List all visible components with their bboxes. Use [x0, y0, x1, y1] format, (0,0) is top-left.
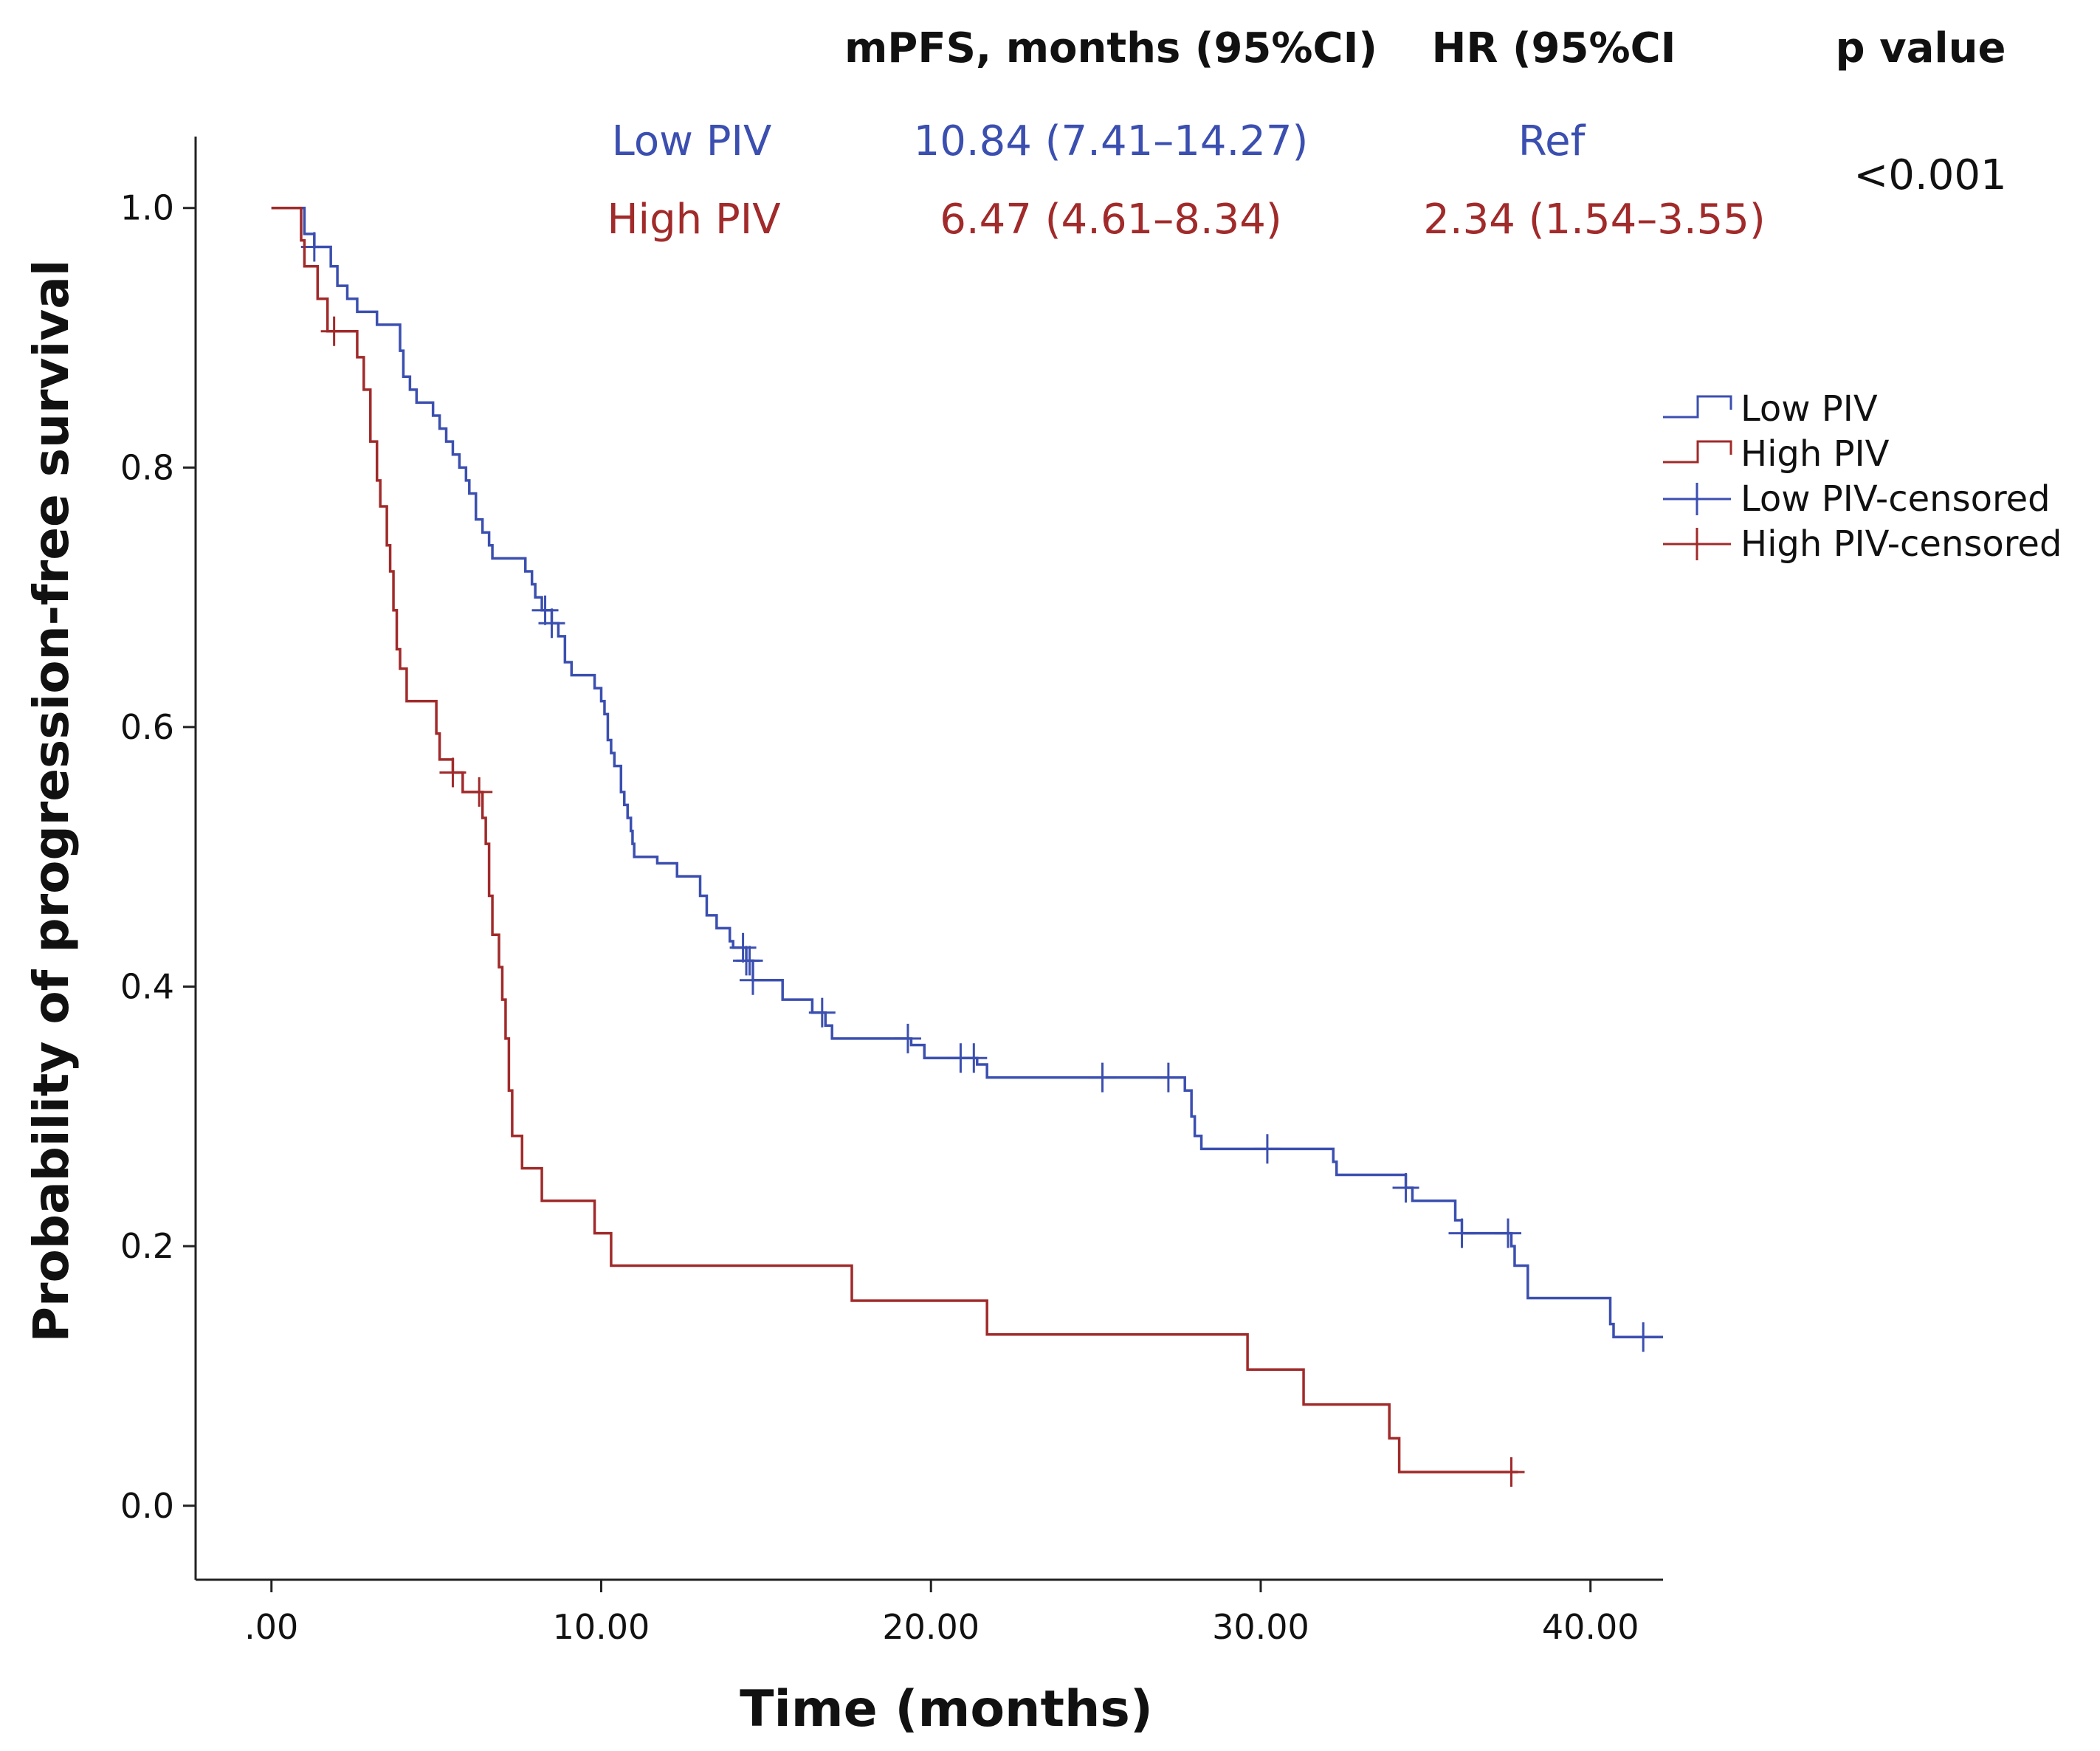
- header-row-low-mpfs: 10.84 (7.41–14.27): [914, 117, 1309, 165]
- censor-mark-low: [1089, 1062, 1116, 1093]
- y-tick-label: 0.2: [120, 1226, 174, 1266]
- y-tick-label: 0.4: [120, 967, 174, 1007]
- x-axis-label: Time (months): [740, 1680, 1153, 1738]
- censor-mark-low: [1630, 1322, 1657, 1352]
- header-row-low-group: Low PIV: [612, 117, 772, 165]
- legend-label-high: High PIV: [1741, 433, 1890, 475]
- y-axis-label: Probability of progression-free survival: [23, 260, 80, 1343]
- y-tick-label: 0.8: [120, 447, 174, 487]
- x-tick-label: .00: [244, 1607, 298, 1647]
- header-row-high-hr: 2.34 (1.54–3.55): [1423, 196, 1766, 244]
- header-col-p: p value: [1836, 24, 2006, 72]
- censor-mark-low: [808, 997, 836, 1028]
- censor-mark-low: [1392, 1173, 1419, 1203]
- header-table: mPFS, months (95%CI) HR (95%CI p value L…: [607, 24, 2006, 244]
- censor-mark-low: [531, 595, 559, 625]
- legend-label-high-censored: High PIV-censored: [1741, 523, 2062, 565]
- series-low-piv: [271, 206, 1663, 1352]
- legend-step-icon: [1663, 440, 1732, 464]
- y-tick-label: 0.0: [120, 1486, 174, 1526]
- censor-mark-low: [739, 965, 766, 995]
- x-ticks: .00 10.00 20.00 30.00 40.00: [244, 1580, 1639, 1647]
- censor-mark-low: [1448, 1218, 1476, 1248]
- legend-step-icon: [1663, 395, 1732, 419]
- header-row-high-group: High PIV: [607, 196, 780, 244]
- km-curve-high: [271, 206, 1518, 1473]
- legend-item-high: High PIV: [1663, 433, 1890, 475]
- legend-item-high-censored: High PIV-censored: [1663, 523, 2062, 565]
- legend: Low PIV High PIV Low PIV-censored High P…: [1663, 388, 2062, 565]
- header-p-value: <0.001: [1853, 151, 2006, 199]
- header-col-hr: HR (95%CI: [1431, 24, 1676, 72]
- x-tick-label: 30.00: [1212, 1607, 1309, 1647]
- censor-mark-low: [894, 1023, 921, 1053]
- x-tick-label: 10.00: [553, 1607, 650, 1647]
- censor-mark-high: [1498, 1457, 1525, 1487]
- legend-item-low-censored: Low PIV-censored: [1663, 478, 2051, 520]
- y-ticks: 0.0 0.2 0.4 0.6 0.8 1.0: [120, 188, 196, 1526]
- x-tick-label: 20.00: [882, 1607, 980, 1647]
- series-layer: [271, 206, 1663, 1487]
- censor-mark-low: [1495, 1218, 1522, 1248]
- series-high-piv: [271, 206, 1525, 1487]
- km-curve-low: [271, 206, 1663, 1338]
- censor-mark-low: [736, 946, 763, 976]
- censor-mark-high: [320, 316, 348, 346]
- censor-mark-low: [1253, 1134, 1281, 1164]
- legend-label-low: Low PIV: [1741, 388, 1878, 430]
- axes: [194, 137, 1663, 1581]
- legend-item-low: Low PIV: [1663, 388, 1878, 430]
- censor-mark-high: [439, 757, 467, 788]
- header-row-low-hr: Ref: [1518, 117, 1586, 165]
- legend-label-low-censored: Low PIV-censored: [1741, 478, 2051, 520]
- y-tick-label: 1.0: [120, 188, 174, 228]
- censor-mark-low: [960, 1043, 988, 1073]
- censor-mark-high: [466, 777, 493, 807]
- censor-mark-low: [729, 932, 757, 963]
- censor-mark-low: [538, 608, 565, 639]
- x-tick-label: 40.00: [1542, 1607, 1639, 1647]
- y-tick-label: 0.6: [120, 707, 174, 747]
- censor-mark-low: [1154, 1062, 1182, 1093]
- header-col-mpfs: mPFS, months (95%CI): [844, 24, 1377, 72]
- header-row-high-mpfs: 6.47 (4.61–8.34): [940, 196, 1282, 244]
